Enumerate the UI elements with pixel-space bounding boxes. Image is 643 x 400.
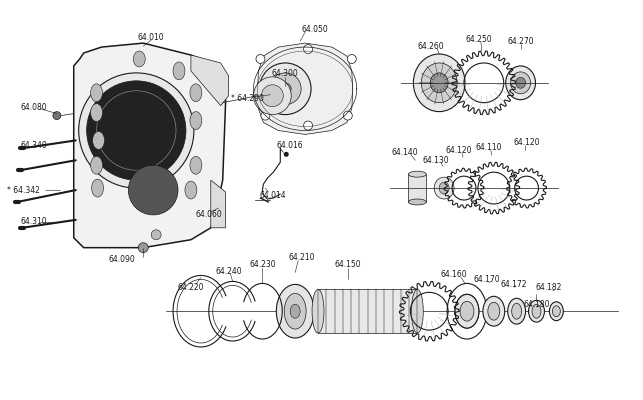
Text: 64.172: 64.172 [500,280,527,289]
Circle shape [303,121,312,130]
Text: 64.120: 64.120 [513,138,540,147]
Ellipse shape [276,284,314,338]
Text: 64.060: 64.060 [195,210,222,219]
Circle shape [303,44,312,54]
Ellipse shape [91,179,104,197]
Circle shape [284,152,289,157]
Text: 64.110: 64.110 [476,143,502,152]
Ellipse shape [434,177,454,199]
Ellipse shape [190,156,202,174]
Circle shape [78,73,194,188]
Ellipse shape [460,301,474,321]
Circle shape [261,111,270,120]
Ellipse shape [430,73,448,93]
Bar [318,289,417,333]
Ellipse shape [516,77,525,88]
Text: * 64.290: * 64.290 [231,94,264,103]
Ellipse shape [483,296,505,326]
Ellipse shape [552,306,560,317]
Ellipse shape [173,62,185,80]
Circle shape [87,81,186,180]
Circle shape [262,85,284,107]
Ellipse shape [312,289,324,333]
Ellipse shape [185,181,197,199]
Ellipse shape [151,230,161,240]
Text: 64.014: 64.014 [259,190,285,200]
Ellipse shape [190,112,202,130]
Text: 64.182: 64.182 [535,283,561,292]
Text: 64.220: 64.220 [177,283,204,292]
Ellipse shape [488,302,500,320]
Ellipse shape [133,51,145,67]
Ellipse shape [549,302,563,321]
Ellipse shape [290,304,300,318]
Ellipse shape [412,289,423,333]
Circle shape [129,165,178,215]
Ellipse shape [91,156,102,174]
Text: 64.180: 64.180 [523,300,550,309]
Text: 64.050: 64.050 [302,25,329,34]
Text: 64.270: 64.270 [507,37,534,46]
Text: 64.170: 64.170 [473,275,500,284]
Polygon shape [74,43,226,248]
Circle shape [259,63,311,114]
Text: 64.090: 64.090 [108,255,135,264]
Ellipse shape [529,300,545,322]
Circle shape [256,54,265,64]
Text: 64.230: 64.230 [249,260,276,269]
Ellipse shape [91,104,102,122]
Circle shape [53,112,61,120]
Circle shape [138,243,149,253]
Text: 64.240: 64.240 [215,267,242,276]
Text: 64.120: 64.120 [446,146,473,155]
Text: 64.250: 64.250 [466,35,492,44]
Ellipse shape [284,293,306,329]
Ellipse shape [93,132,105,149]
Text: 64.340: 64.340 [20,141,47,150]
Text: 64.150: 64.150 [334,260,361,269]
Ellipse shape [413,54,465,112]
Ellipse shape [511,72,530,94]
Polygon shape [257,43,353,134]
Polygon shape [211,180,226,228]
Ellipse shape [455,294,479,328]
Ellipse shape [421,63,457,103]
Text: 64.260: 64.260 [418,42,444,50]
Ellipse shape [408,171,426,177]
Ellipse shape [190,84,202,102]
Circle shape [347,54,356,64]
Polygon shape [191,55,229,106]
Ellipse shape [508,298,525,324]
Text: 64.210: 64.210 [289,253,315,262]
Text: 64.140: 64.140 [391,148,418,157]
Ellipse shape [512,303,521,319]
Circle shape [253,77,291,114]
Text: 64.130: 64.130 [423,156,449,165]
Circle shape [269,73,301,105]
Bar [408,174,426,202]
Text: 64.160: 64.160 [440,270,467,279]
Text: * 64.342: * 64.342 [7,186,40,194]
Text: 64.300: 64.300 [272,69,298,78]
Text: 64.010: 64.010 [138,33,165,42]
Text: 64.310: 64.310 [20,217,47,226]
Text: 64.080: 64.080 [20,103,47,112]
Ellipse shape [408,199,426,205]
Ellipse shape [532,304,541,318]
Circle shape [279,83,291,95]
Ellipse shape [439,182,449,194]
Ellipse shape [91,84,102,102]
Ellipse shape [505,66,536,100]
Text: 64.016: 64.016 [277,141,303,150]
Circle shape [343,111,352,120]
